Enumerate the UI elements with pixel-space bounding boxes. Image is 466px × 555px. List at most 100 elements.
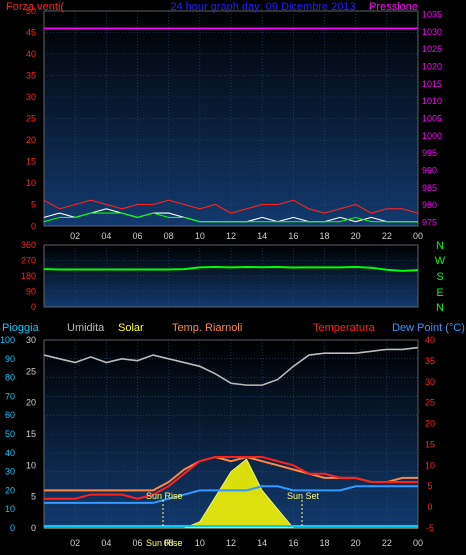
pressure-tick-label: 975	[422, 218, 437, 228]
x-tick-label: 16	[288, 231, 298, 241]
x-tick-label: 10	[195, 231, 205, 241]
legend-temperature: Temperatura	[313, 322, 376, 334]
x-tick-label: 22	[382, 538, 392, 548]
pressure-tick-label: 1005	[422, 114, 442, 124]
direction-tick-label: 90	[26, 287, 36, 297]
direction-axis-ticks: 0 90 180 270 360	[21, 240, 36, 312]
pressure-tick-label: 1000	[422, 131, 442, 141]
wind-average-line	[43, 212, 418, 223]
solar-area	[44, 458, 418, 529]
x-tick-label: 06	[132, 231, 142, 241]
compass-tick-label: S	[436, 271, 443, 283]
wind-pressure-series	[43, 27, 419, 223]
wind-tick-label: 10	[26, 178, 36, 188]
legend-solar: Solar	[118, 322, 144, 334]
x-tick-label: 06	[132, 538, 142, 548]
rain-tick-label: 60	[5, 410, 15, 420]
pressure-tick-label: 1025	[422, 44, 442, 54]
pressure-axis-title: Pressione	[369, 1, 418, 13]
x-axis-ticks-top: 02 04 06 08 10 12 14 16 18 20 22 00	[70, 231, 423, 241]
solar-tick-label: 10	[26, 460, 36, 470]
sunset-label: Sun Set	[287, 491, 320, 501]
wind-tick-label: 50	[26, 6, 36, 16]
x-tick-label: 20	[351, 231, 361, 241]
wind-direction-line	[43, 266, 419, 272]
temperature-line	[44, 455, 418, 500]
x-tick-label: 20	[351, 538, 361, 548]
solar-axis-ticks: 0 5 10 15 20 25 30	[26, 335, 36, 533]
solar-tick-label: 20	[26, 398, 36, 408]
pressure-tick-label: 1035	[422, 9, 442, 19]
temperature-series	[43, 346, 419, 529]
legend-humidity: Umidita	[67, 322, 105, 334]
x-tick-label: 00	[413, 538, 423, 548]
temperature-axis-ticks: -5 0 5 10 15 20 25 30 35 40	[425, 335, 435, 533]
direction-tick-label: 360	[21, 240, 36, 250]
wind-axis-ticks: 0 5 10 15 20 25 30 35 40 45 50	[26, 6, 36, 231]
wind-tick-label: 40	[26, 49, 36, 59]
rain-tick-label: 30	[5, 467, 15, 477]
pressure-axis-ticks: 975 980 985 990 995 1000 1005 1010 1015 1020 1025 1…	[422, 9, 442, 227]
humidity-line	[43, 346, 419, 386]
wind-gust-line	[43, 199, 419, 214]
x-tick-label: 02	[70, 231, 80, 241]
rain-tick-label: 80	[5, 373, 15, 383]
x-axis-ticks-bottom: 02 04 06 08 10 12 14 16 18 20 22 00	[70, 538, 423, 548]
wind-tick-label: 30	[26, 92, 36, 102]
wind-tick-label: 0	[31, 221, 36, 231]
x-tick-label: 12	[226, 538, 236, 548]
temperature-tick-label: 5	[427, 481, 432, 491]
wind-direction-grid	[44, 244, 419, 308]
rain-tick-label: 40	[5, 448, 15, 458]
temperature-tick-label: 35	[425, 356, 435, 366]
x-tick-label: 04	[101, 538, 111, 548]
wind-tick-label: 25	[26, 114, 36, 124]
pressure-tick-label: 995	[422, 148, 437, 158]
chart-title: 24 hour graph day: 09 Dicembre 2013	[170, 1, 355, 13]
rain-tick-label: 50	[5, 429, 15, 439]
temperature-tick-label: 10	[425, 460, 435, 470]
wind-tick-label: 5	[31, 200, 36, 210]
rain-axis-ticks: 0 10 20 30 40 50 60 70 80 90 100	[0, 335, 15, 533]
x-tick-label: 00	[413, 231, 423, 241]
x-tick-label: 12	[226, 231, 236, 241]
temperature-tick-label: 15	[425, 439, 435, 449]
x-tick-label: 08	[164, 538, 174, 548]
solar-tick-label: 25	[26, 366, 36, 376]
sunrise-time-label: Sun Rise	[146, 538, 183, 548]
temperature-tick-label: -5	[426, 523, 434, 533]
x-tick-label: 14	[257, 538, 267, 548]
wind-direction-series	[43, 266, 419, 272]
temperature-tick-label: 0	[427, 502, 432, 512]
x-tick-label: 18	[319, 231, 329, 241]
pressure-tick-label: 990	[422, 166, 437, 176]
dewpoint-line	[44, 485, 418, 504]
solar-tick-label: 30	[26, 335, 36, 345]
solar-tick-label: 0	[31, 523, 36, 533]
wind-tick-label: 15	[26, 157, 36, 167]
x-tick-label: 22	[382, 231, 392, 241]
sunrise-label: Sun Rise	[146, 491, 183, 501]
x-tick-label: 16	[288, 538, 298, 548]
temperature-tick-label: 20	[425, 419, 435, 429]
legend-apparent-temp: Temp. Riarnoli	[172, 322, 242, 334]
pressure-tick-label: 1020	[422, 61, 442, 71]
direction-tick-label: 180	[21, 271, 36, 281]
legend-dewpoint: Dew Point (°C)	[392, 322, 465, 334]
compass-tick-label: E	[436, 287, 443, 299]
x-tick-label: 14	[257, 231, 267, 241]
pressure-tick-label: 985	[422, 183, 437, 193]
compass-tick-label: N	[436, 302, 444, 314]
pressure-tick-label: 1015	[422, 79, 442, 89]
pressure-tick-label: 980	[422, 200, 437, 210]
x-tick-label: 08	[164, 231, 174, 241]
temperature-tick-label: 40	[425, 335, 435, 345]
wind-tick-label: 35	[26, 71, 36, 81]
pressure-tick-label: 1010	[422, 96, 442, 106]
solar-tick-label: 15	[26, 429, 36, 439]
temperature-tick-label: 30	[425, 377, 435, 387]
rain-tick-label: 90	[5, 354, 15, 364]
rain-tick-label: 10	[5, 504, 15, 514]
